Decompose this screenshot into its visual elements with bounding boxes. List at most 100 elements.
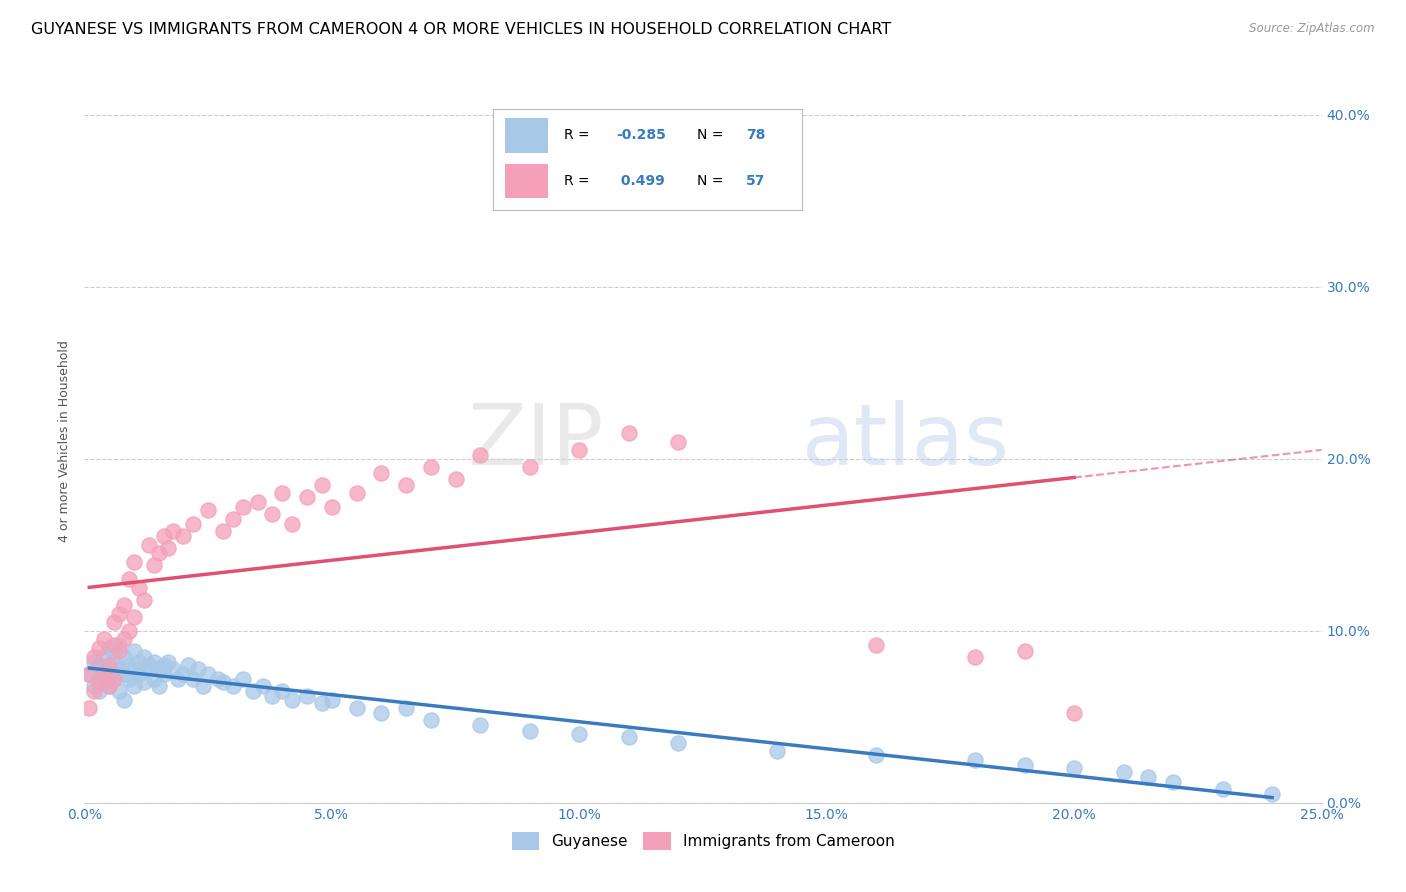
Point <box>93 662 115 676</box>
Point <box>246 494 269 508</box>
Point <box>295 689 318 703</box>
Point <box>157 655 180 669</box>
Point <box>1014 758 1036 772</box>
Point <box>766 744 789 758</box>
Point <box>1063 706 1085 721</box>
Point <box>191 679 214 693</box>
Point <box>108 684 131 698</box>
Point <box>93 649 115 664</box>
Point <box>232 672 254 686</box>
Point <box>118 672 141 686</box>
Point <box>181 517 204 532</box>
Point <box>148 546 170 560</box>
Point <box>142 558 165 573</box>
Point <box>965 649 987 664</box>
Point <box>103 672 125 686</box>
Point <box>132 592 155 607</box>
Point <box>118 624 141 638</box>
Point <box>122 610 145 624</box>
Point <box>965 753 987 767</box>
Point <box>1063 761 1085 775</box>
Point <box>132 675 155 690</box>
Point <box>470 718 492 732</box>
Point <box>89 640 111 655</box>
Point <box>122 644 145 658</box>
Point <box>103 615 125 630</box>
Point <box>162 662 184 676</box>
Point <box>157 541 180 556</box>
Point <box>118 658 141 673</box>
Point <box>519 460 541 475</box>
Point <box>108 607 131 621</box>
Point <box>98 666 121 681</box>
Point <box>93 666 115 681</box>
Point <box>122 555 145 569</box>
Point <box>142 672 165 686</box>
Point <box>197 666 219 681</box>
Point <box>89 658 111 673</box>
Point <box>128 666 150 681</box>
Text: GUYANESE VS IMMIGRANTS FROM CAMEROON 4 OR MORE VEHICLES IN HOUSEHOLD CORRELATION: GUYANESE VS IMMIGRANTS FROM CAMEROON 4 O… <box>31 22 891 37</box>
Point <box>138 658 160 673</box>
Point <box>89 672 111 686</box>
Point <box>222 512 245 526</box>
Point <box>271 486 294 500</box>
Point <box>108 644 131 658</box>
Point <box>138 538 160 552</box>
Point <box>617 731 640 745</box>
Point <box>112 632 135 647</box>
Point <box>122 679 145 693</box>
Point <box>167 672 190 686</box>
Point <box>1212 782 1234 797</box>
Point <box>152 666 174 681</box>
Point <box>295 490 318 504</box>
Point <box>419 713 441 727</box>
Point <box>103 655 125 669</box>
Point <box>197 503 219 517</box>
Point <box>79 701 101 715</box>
Point <box>252 679 274 693</box>
Point <box>187 662 209 676</box>
Point <box>568 443 591 458</box>
Point <box>177 658 200 673</box>
Point <box>112 649 135 664</box>
Point <box>93 675 115 690</box>
Point <box>1261 787 1284 801</box>
Point <box>346 701 368 715</box>
Point <box>162 524 184 538</box>
Point <box>98 658 121 673</box>
Point <box>1161 775 1184 789</box>
Point <box>1014 644 1036 658</box>
Point <box>262 689 284 703</box>
Point <box>370 466 392 480</box>
Point <box>89 684 111 698</box>
Point <box>207 672 229 686</box>
Point <box>766 194 789 208</box>
Point <box>232 500 254 514</box>
Point <box>128 581 150 595</box>
Point <box>142 655 165 669</box>
Point <box>83 679 105 693</box>
Point <box>281 517 304 532</box>
Point <box>419 460 441 475</box>
Point <box>122 662 145 676</box>
Legend: Guyanese, Immigrants from Cameroon: Guyanese, Immigrants from Cameroon <box>505 826 901 856</box>
Point <box>865 638 887 652</box>
Point <box>666 434 689 449</box>
Point <box>617 425 640 440</box>
Point <box>89 675 111 690</box>
Point <box>262 507 284 521</box>
Point <box>311 477 333 491</box>
Point <box>865 747 887 762</box>
Point <box>103 638 125 652</box>
Point <box>321 692 343 706</box>
Point <box>103 672 125 686</box>
Text: atlas: atlas <box>801 400 1010 483</box>
Point <box>242 684 264 698</box>
Text: ZIP: ZIP <box>468 400 605 483</box>
Point <box>83 684 105 698</box>
Point <box>1137 770 1160 784</box>
Point <box>148 679 170 693</box>
Point <box>395 701 418 715</box>
Point <box>83 655 105 669</box>
